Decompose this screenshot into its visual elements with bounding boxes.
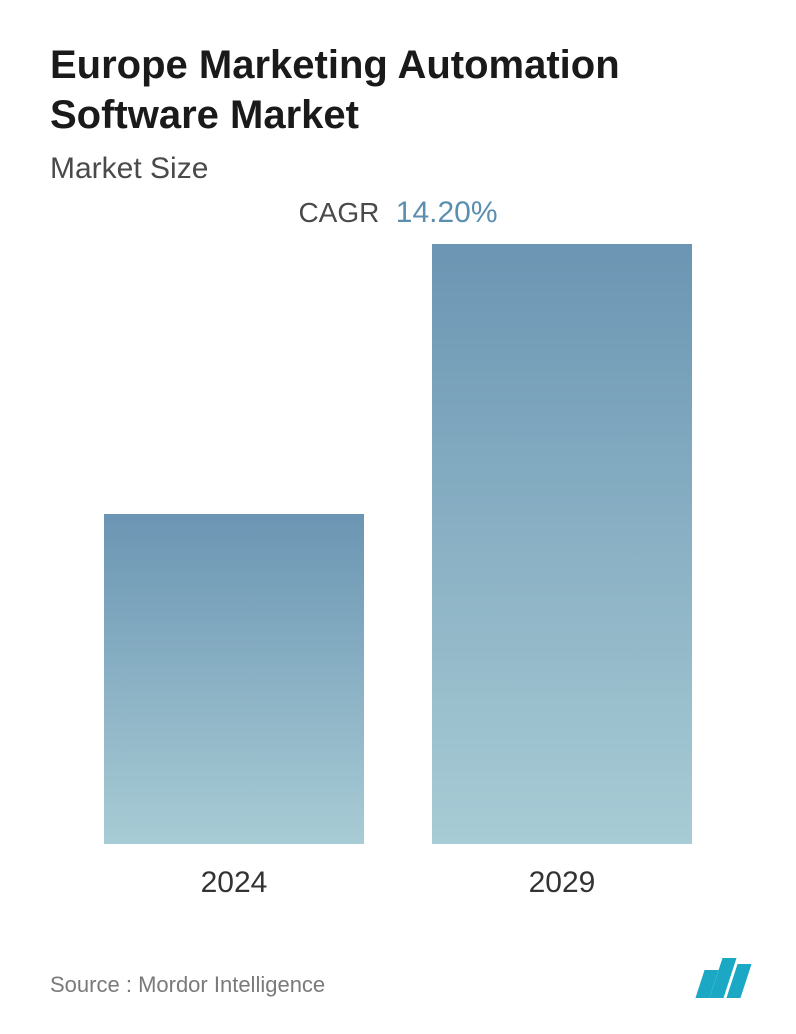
bar-label: 2029: [529, 866, 596, 900]
bar-2024: [104, 514, 364, 844]
cagr-row: CAGR 14.20%: [50, 196, 746, 230]
chart-subtitle: Market Size: [50, 152, 746, 186]
cagr-value: 14.20%: [396, 196, 498, 229]
source-label: Source :: [50, 972, 132, 997]
source-attribution: Source : Mordor Intelligence: [50, 972, 325, 998]
source-value: Mordor Intelligence: [138, 972, 325, 997]
bar-2029: [432, 244, 692, 844]
bar-group: 2029: [422, 244, 702, 900]
chart-title: Europe Marketing Automation Software Mar…: [50, 40, 746, 140]
bar-label: 2024: [201, 866, 268, 900]
footer: Source : Mordor Intelligence: [50, 958, 746, 998]
bar-chart: 2024 2029: [50, 260, 746, 900]
bar-group: 2024: [94, 514, 374, 900]
mordor-logo-icon: [700, 958, 746, 998]
cagr-label: CAGR: [298, 197, 379, 228]
